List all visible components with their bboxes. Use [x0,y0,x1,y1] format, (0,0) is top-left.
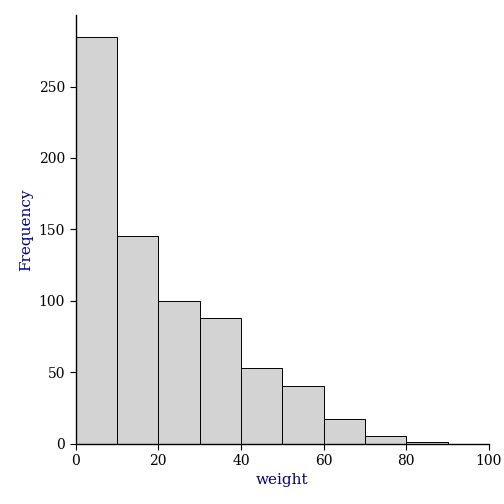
X-axis label: weight: weight [256,473,308,487]
Bar [241,368,282,444]
Bar [117,236,158,444]
Bar [158,301,200,444]
Y-axis label: Frequency: Frequency [19,188,33,271]
Bar [324,419,365,444]
Bar [76,37,117,444]
Bar [365,436,406,444]
Bar [282,387,324,444]
Bar [406,442,448,444]
Bar [200,318,241,444]
